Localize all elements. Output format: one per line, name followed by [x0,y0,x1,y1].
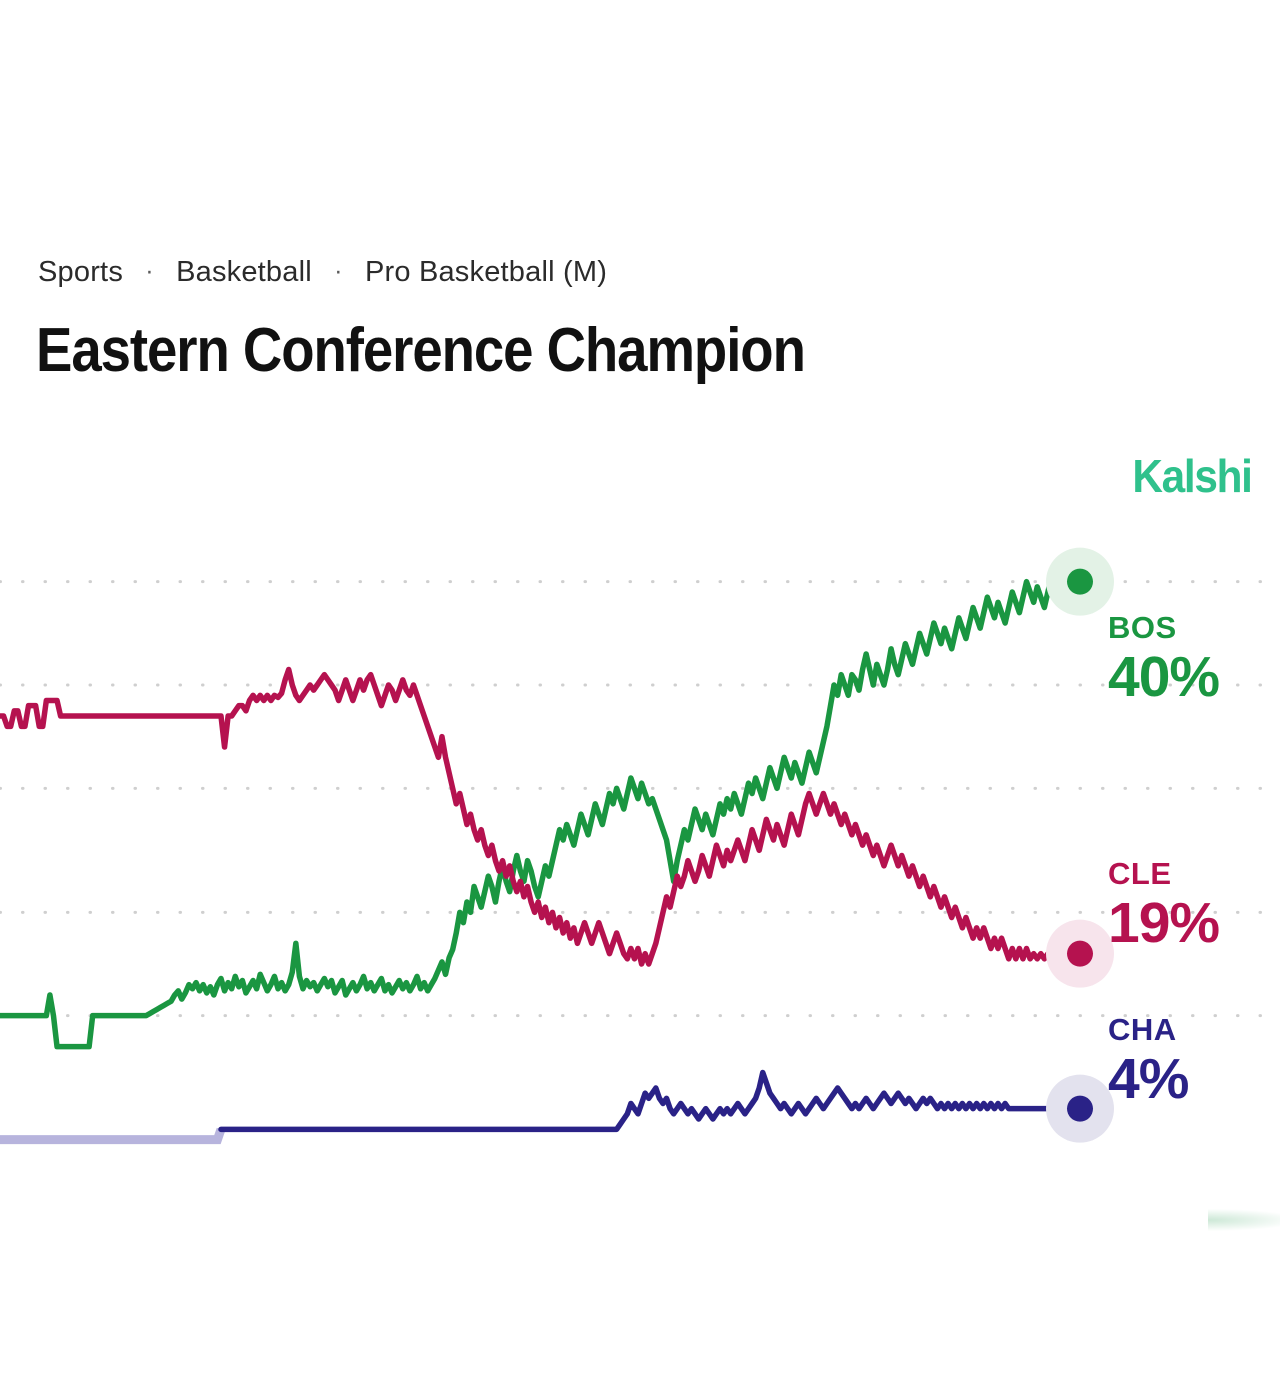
series-value-cha: 4% [1108,1047,1189,1111]
series-line-cle [0,666,1083,967]
series-value-cle: 19% [1108,891,1220,955]
series-label-cle[interactable]: CLE 19% [1108,856,1220,955]
series-ticker-cha: CHA [1108,1012,1177,1047]
chart-canvas [0,547,1280,1145]
probability-history-chart[interactable] [0,530,1280,1231]
series-line-cha [218,1069,1083,1133]
breadcrumb: Sports · Basketball · Pro Basketball (M) [38,256,607,289]
series-value-bos: 40% [1108,645,1220,709]
page-title: Eastern Conference Champion [36,316,806,385]
breadcrumb-item-basketball[interactable]: Basketball [176,256,312,288]
series-label-cha[interactable]: CHA 4% [1108,1012,1189,1111]
series-endpoint-cle[interactable] [1067,940,1093,967]
breadcrumb-item-sports[interactable]: Sports [38,256,124,288]
breadcrumb-separator: · [334,257,343,285]
series-endpoint-bos[interactable] [1067,568,1093,595]
kalshi-logo: Kalshi [1132,450,1254,502]
series-ticker-cle: CLE [1108,856,1172,891]
breadcrumb-separator: · [145,257,154,285]
series-ticker-bos: BOS [1108,610,1177,645]
series-line-cha-muted [0,1127,226,1145]
series-label-bos[interactable]: BOS 40% [1108,610,1220,709]
breadcrumb-item-pro-basketball[interactable]: Pro Basketball (M) [364,256,608,288]
series-endpoint-cha[interactable] [1067,1095,1093,1122]
series-line-bos [0,563,1083,1050]
bos-value-glow [1208,1209,1280,1231]
